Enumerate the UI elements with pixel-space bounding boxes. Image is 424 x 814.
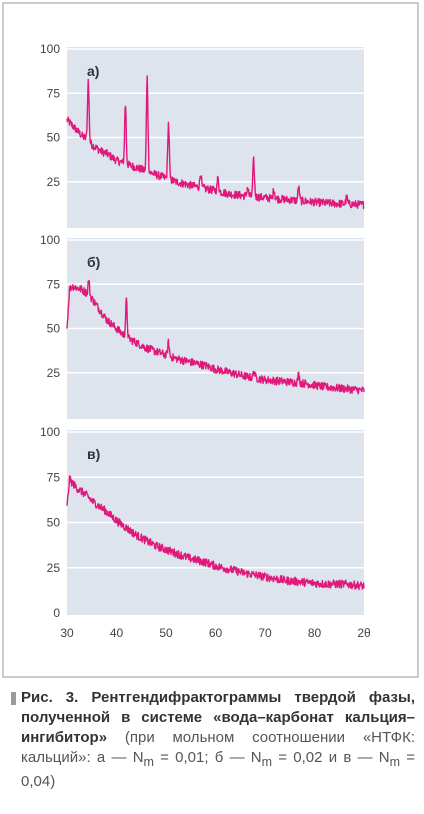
xrd-figure: 100 75 50 25 а) 100 75 50 25 б) 100 75 50 25 0 в) 30 40 5… (2, 2, 419, 678)
xrd-panel-2: 100 75 50 25 б) (40, 233, 365, 419)
caption-text: Рис. 3. Рентгендифрактограммы твердой фа… (21, 688, 415, 792)
figure-frame (2, 2, 419, 678)
panel-label: б) (87, 254, 100, 270)
panel-label: в) (87, 446, 100, 462)
caption-sub-2: m (261, 755, 273, 769)
x-tick-label: 30 (60, 626, 74, 640)
x-tick-label: 50 (159, 626, 173, 640)
y-tick-label: 25 (47, 366, 61, 380)
caption-normal-3: = 0,02 и в — N (272, 749, 390, 766)
panel-label: а) (87, 63, 99, 79)
y-tick-label: 50 (47, 516, 61, 530)
x-tick-label: 70 (258, 626, 272, 640)
y-tick-label: 75 (47, 86, 61, 100)
xrd-trace (66, 475, 365, 591)
x-tick-label: 80 (308, 626, 322, 640)
panels: 100 75 50 25 а) 100 75 50 25 б) 100 75 50 25 0 в) (40, 42, 365, 620)
y-tick-label: 75 (47, 277, 61, 291)
x-tick-label: 40 (110, 626, 124, 640)
caption-normal: (при мольном соотношении «НТФК: кальций»… (21, 729, 415, 766)
x-tick-label: 2θ (357, 626, 371, 640)
xrd-panel-3: 100 75 50 25 0 в) (40, 425, 365, 620)
y-tick-label: 50 (47, 322, 61, 336)
xrd-trace (66, 279, 365, 395)
y-tick-label: 100 (40, 233, 60, 247)
x-axis-labels: 30 40 50 60 70 80 2θ (60, 626, 371, 640)
y-tick-label: 100 (40, 42, 60, 56)
caption-sub: m (143, 755, 154, 769)
y-tick-label: 100 (40, 425, 60, 439)
xrd-trace (66, 75, 365, 210)
y-tick-label: 75 (47, 470, 61, 484)
caption-normal-2: = 0,01; б — N (153, 749, 262, 766)
y-tick-label: 25 (47, 561, 61, 575)
caption-normal-4: = 0,04) (21, 749, 416, 790)
y-tick-label: 25 (47, 175, 61, 189)
caption-marker (11, 692, 16, 705)
y-tick-label: 0 (53, 606, 60, 620)
caption-bold: Рис. 3. Рентгендифрактограммы твердой фа… (21, 689, 415, 746)
figure-caption: Рис. 3. Рентгендифрактограммы твердой фа… (11, 688, 415, 792)
y-tick-label: 50 (47, 131, 61, 145)
caption-sub-3: m (389, 755, 401, 769)
x-tick-label: 60 (209, 626, 223, 640)
xrd-panel-1: 100 75 50 25 а) (40, 42, 365, 228)
